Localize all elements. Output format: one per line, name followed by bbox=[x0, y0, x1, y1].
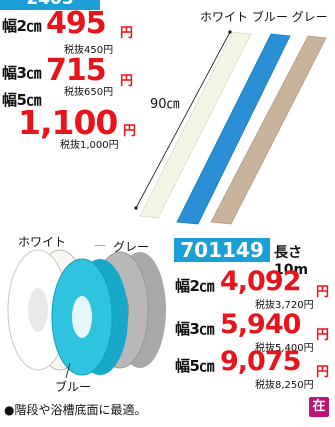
roll-width-5cm-label: 幅5㎝ bbox=[175, 357, 214, 375]
roll-label-blue: ブルー bbox=[55, 380, 92, 394]
roll-yen-2cm: 円 bbox=[316, 285, 330, 300]
tax-excluded-3cm: 税抜650円 bbox=[64, 87, 114, 98]
roll-tax-excluded-5cm: 税抜8,250円 bbox=[255, 380, 314, 391]
product-code-box: 701149 bbox=[174, 238, 270, 262]
in-stock-badge: 在 bbox=[309, 397, 329, 417]
width-2cm-label: 幅2㎝ bbox=[2, 17, 41, 35]
white-strip bbox=[139, 31, 252, 219]
price-5cm: 1,100 bbox=[18, 103, 118, 142]
product-code-tab: 2403 bbox=[0, 0, 100, 10]
roll-price-5cm: 9,075 bbox=[220, 346, 301, 377]
roll-label-white: ホワイト bbox=[18, 235, 67, 249]
price-2cm: 495 bbox=[46, 6, 107, 41]
roll-width-2cm-label: 幅2㎝ bbox=[175, 277, 214, 295]
anti-slip-strips-illustration bbox=[134, 30, 327, 225]
roll-yen-3cm: 円 bbox=[316, 328, 330, 343]
length-indicator-line bbox=[135, 31, 231, 209]
beige-strip bbox=[210, 35, 327, 225]
roll-price-3cm: 5,940 bbox=[220, 309, 301, 340]
roll-width-3cm-label: 幅3㎝ bbox=[175, 320, 214, 338]
tax-excluded-2cm: 税抜450円 bbox=[64, 45, 114, 56]
width-3cm-label: 幅3㎝ bbox=[2, 64, 41, 82]
roll-yen-5cm: 円 bbox=[316, 365, 330, 380]
strip-colors-label: ホワイト ブルー グレー bbox=[200, 10, 328, 24]
roll-tax-excluded-2cm: 税抜3,720円 bbox=[255, 300, 314, 311]
tape-rolls-illustration bbox=[7, 245, 166, 379]
roll-tax-excluded-3cm: 税抜5,400円 bbox=[255, 343, 314, 354]
yen-3cm: 円 bbox=[120, 74, 134, 89]
width-5cm-label: 幅5㎝ bbox=[2, 91, 41, 109]
yen-5cm: 円 bbox=[123, 124, 137, 139]
roll-price-2cm: 4,092 bbox=[220, 266, 301, 297]
strip-length-label: 90㎝ bbox=[150, 97, 180, 112]
price-3cm: 715 bbox=[46, 53, 107, 88]
blue-tape-roll bbox=[51, 258, 128, 376]
tape-length-label: 長さ10m bbox=[274, 245, 309, 278]
usage-note: ●階段や浴槽底面に最適。 bbox=[4, 403, 147, 417]
blue-strip bbox=[176, 33, 291, 225]
tax-excluded-5cm: 税抜1,000円 bbox=[60, 140, 119, 151]
roll-label-gray: グレー bbox=[113, 240, 150, 254]
yen-2cm: 円 bbox=[120, 26, 134, 41]
